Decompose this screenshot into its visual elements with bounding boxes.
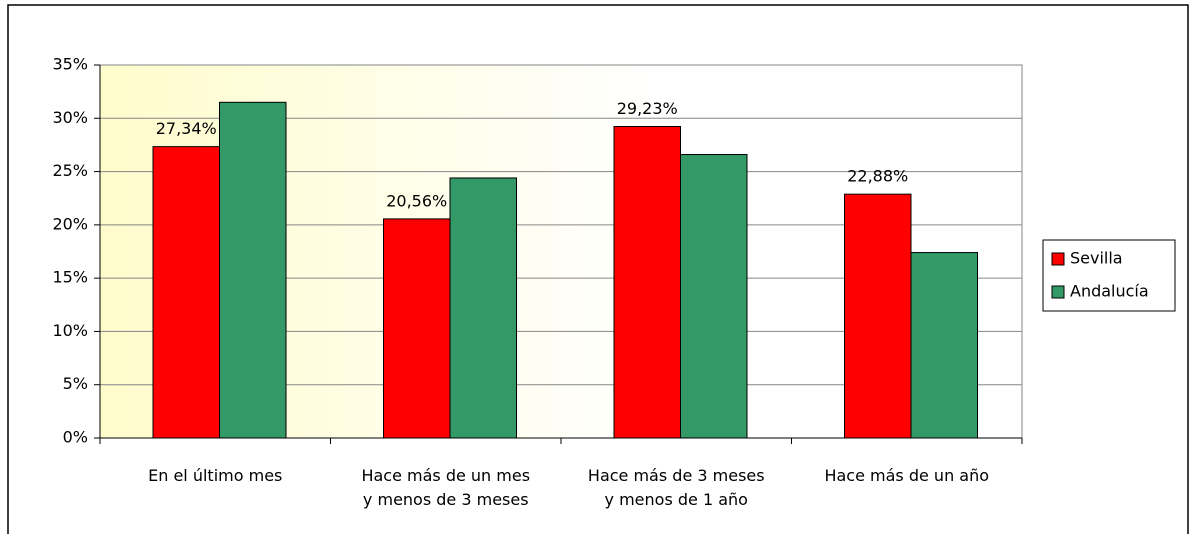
x-tick-label-line: y menos de 3 meses	[363, 490, 529, 509]
bar	[449, 177, 517, 439]
y-tick-label: 25%	[52, 161, 88, 180]
legend-label: Sevilla	[1070, 249, 1123, 268]
data-label: 27,34%	[156, 119, 217, 138]
x-tick-label-line: En el último mes	[148, 466, 282, 485]
bar	[383, 218, 451, 439]
y-tick-label: 30%	[52, 108, 88, 127]
y-tick-label: 35%	[52, 55, 88, 74]
data-label: 29,23%	[617, 99, 678, 118]
x-tick-label-line: Hace más de un mes	[361, 466, 530, 485]
legend-label: Andalucía	[1070, 282, 1149, 301]
chart-border	[7, 4, 1189, 534]
x-tick-label-line: y menos de 1 año	[605, 490, 748, 509]
bar	[910, 252, 978, 439]
data-label: 22,88%	[847, 167, 908, 186]
legend-box	[1042, 239, 1176, 312]
x-tick-label-line: Hace más de un año	[824, 466, 989, 485]
bar	[152, 146, 220, 439]
bar	[219, 101, 287, 439]
legend-swatch	[1051, 285, 1065, 299]
bar	[680, 154, 748, 439]
x-tick-label: En el último mes	[148, 466, 282, 485]
x-tick-label: Hace más de un mes y menos de 3 meses	[361, 466, 530, 509]
x-tick-label: Hace más de un año	[824, 466, 989, 485]
y-tick-label: 5%	[63, 374, 88, 393]
bar	[613, 125, 681, 439]
data-label: 20,56%	[386, 191, 447, 210]
x-tick-label-line: Hace más de 3 meses	[588, 466, 765, 485]
legend-swatch	[1051, 252, 1065, 266]
bar	[844, 193, 912, 439]
y-tick-label: 0%	[63, 428, 88, 447]
y-tick-label: 20%	[52, 214, 88, 233]
y-tick-label: 10%	[52, 321, 88, 340]
y-tick-label: 15%	[52, 268, 88, 287]
x-tick-label: Hace más de 3 meses y menos de 1 año	[588, 466, 765, 509]
